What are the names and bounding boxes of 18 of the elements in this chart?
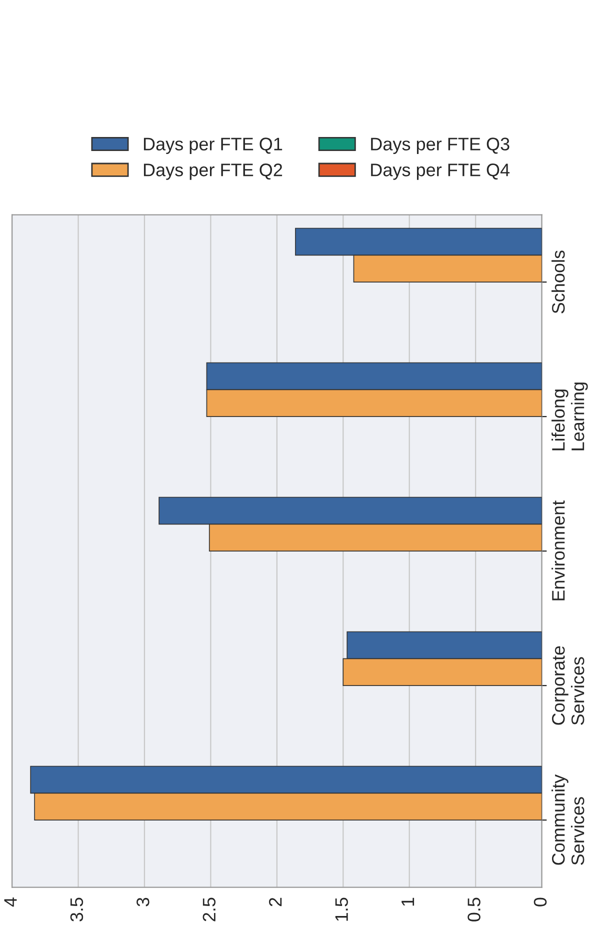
x-tick-label: 3	[136, 898, 150, 906]
y-tick-label: Community Services	[552, 774, 584, 865]
x-tick-label: 2	[268, 898, 282, 906]
y-tick-label: Lifelong Learning	[552, 382, 588, 450]
legend-label: Days per FTE Q1	[144, 138, 282, 154]
legend-label: Days per FTE Q2	[144, 164, 282, 180]
x-tick-label: 3.5	[70, 898, 84, 922]
x-tick-label: 4	[4, 898, 17, 907]
x-tick-label: 1	[402, 898, 414, 906]
x-tick-label: 2.5	[202, 898, 216, 922]
y-tick-label: Schools	[552, 250, 565, 314]
x-tick-label: 0.5	[468, 898, 480, 922]
x-tick-label: 0	[534, 898, 547, 906]
x-tick-label: 1.5	[335, 898, 348, 921]
y-tick-label: Corporate Services	[552, 646, 584, 725]
legend-label: Days per FTE Q3	[371, 138, 510, 154]
legend-label: Days per FTE Q4	[371, 164, 510, 180]
y-tick-label: Environment	[552, 500, 565, 600]
